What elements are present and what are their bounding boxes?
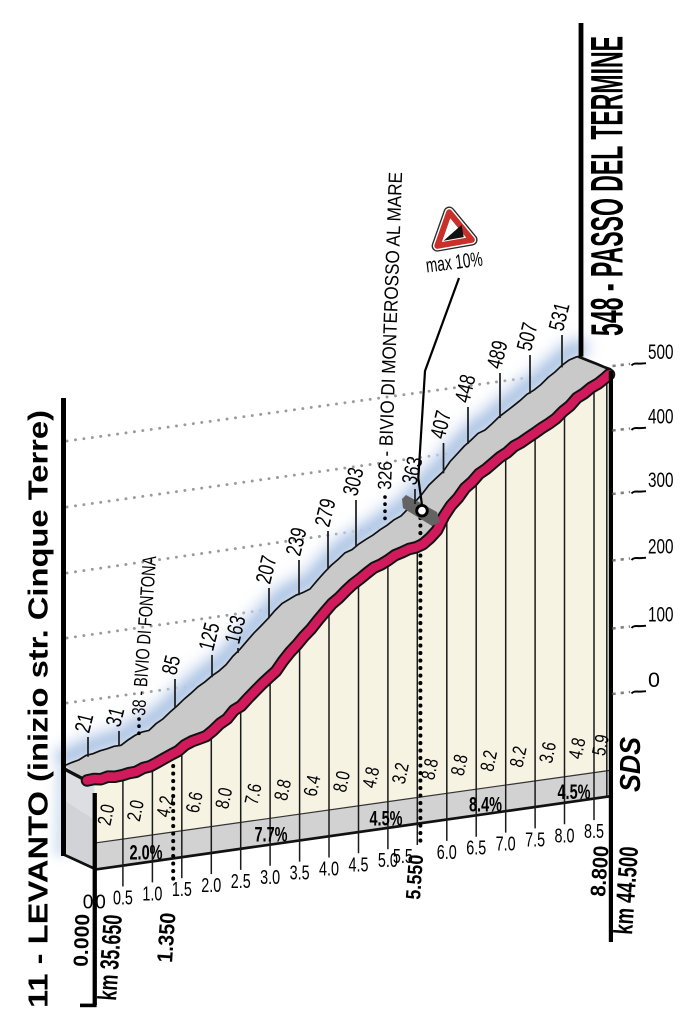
svg-text:5.5: 5.5 <box>393 845 413 868</box>
svg-text:1.350: 1.350 <box>154 912 181 964</box>
svg-text:4.5: 4.5 <box>348 854 368 877</box>
svg-text:200: 200 <box>648 535 674 559</box>
svg-text:SDS: SDS <box>614 737 646 792</box>
svg-text:1.0: 1.0 <box>142 883 162 906</box>
svg-text:2.0%: 2.0% <box>130 841 163 865</box>
svg-text:3.2: 3.2 <box>389 761 414 786</box>
svg-text:2.0: 2.0 <box>201 874 221 897</box>
svg-text:7.7%: 7.7% <box>255 823 288 847</box>
svg-text:300: 300 <box>648 468 674 492</box>
svg-text:4.5%: 4.5% <box>370 807 403 831</box>
svg-text:6.6: 6.6 <box>183 790 208 815</box>
svg-text:8.800: 8.800 <box>587 845 614 897</box>
svg-text:3.6: 3.6 <box>536 740 561 765</box>
svg-text:8.2: 8.2 <box>477 748 502 773</box>
svg-text:8.0: 8.0 <box>555 825 575 848</box>
svg-text:7.6: 7.6 <box>241 782 266 807</box>
svg-text:8.8: 8.8 <box>271 778 296 803</box>
svg-text:500: 500 <box>648 340 674 364</box>
svg-text:8.4%: 8.4% <box>469 793 502 817</box>
svg-text:3.5: 3.5 <box>290 862 310 885</box>
svg-text:4.8: 4.8 <box>565 736 590 761</box>
svg-text:100: 100 <box>648 603 674 627</box>
svg-text:5.0: 5.0 <box>378 850 398 873</box>
svg-text:1.5: 1.5 <box>172 879 192 902</box>
svg-text:4.0: 4.0 <box>319 858 339 881</box>
svg-text:km 35.650: km 35.650 <box>92 914 127 1002</box>
svg-text:6.0: 6.0 <box>437 841 457 864</box>
svg-text:2.0: 2.0 <box>94 802 119 827</box>
svg-text:548 - PASSO DEL TERMINE: 548 - PASSO DEL TERMINE <box>582 36 633 336</box>
svg-text:5.9: 5.9 <box>589 733 614 758</box>
svg-text:2.0: 2.0 <box>124 798 149 823</box>
svg-text:6.5: 6.5 <box>466 837 486 860</box>
svg-text:6.4: 6.4 <box>300 773 325 798</box>
svg-text:0: 0 <box>648 668 660 692</box>
svg-text:4.8: 4.8 <box>359 765 384 790</box>
svg-text:7.5: 7.5 <box>525 829 545 852</box>
svg-text:7.0: 7.0 <box>496 833 516 856</box>
svg-text:3.0: 3.0 <box>260 866 280 889</box>
svg-text:0: 0 <box>83 891 94 914</box>
svg-text:0.5: 0.5 <box>113 887 133 910</box>
svg-text:5.550: 5.550 <box>402 854 428 901</box>
svg-text:8.5: 8.5 <box>584 820 604 843</box>
svg-text:4.2: 4.2 <box>153 794 178 819</box>
svg-text:km 44.500: km 44.500 <box>608 846 643 936</box>
svg-text:400: 400 <box>648 405 674 429</box>
svg-text:8.0: 8.0 <box>212 786 237 811</box>
svg-text:8.8: 8.8 <box>447 753 472 778</box>
svg-text:0: 0 <box>95 891 106 914</box>
svg-text:4.5%: 4.5% <box>558 780 591 804</box>
svg-text:8.0: 8.0 <box>330 769 355 794</box>
svg-text:8.8: 8.8 <box>418 757 443 782</box>
svg-text:8.2: 8.2 <box>506 744 531 769</box>
svg-text:2.5: 2.5 <box>231 870 251 893</box>
svg-text:11 - LEVANTO (inizio str. Cinq: 11 - LEVANTO (inizio str. Cinque Terre) <box>23 410 54 1008</box>
svg-text:0.000: 0.000 <box>70 913 95 967</box>
